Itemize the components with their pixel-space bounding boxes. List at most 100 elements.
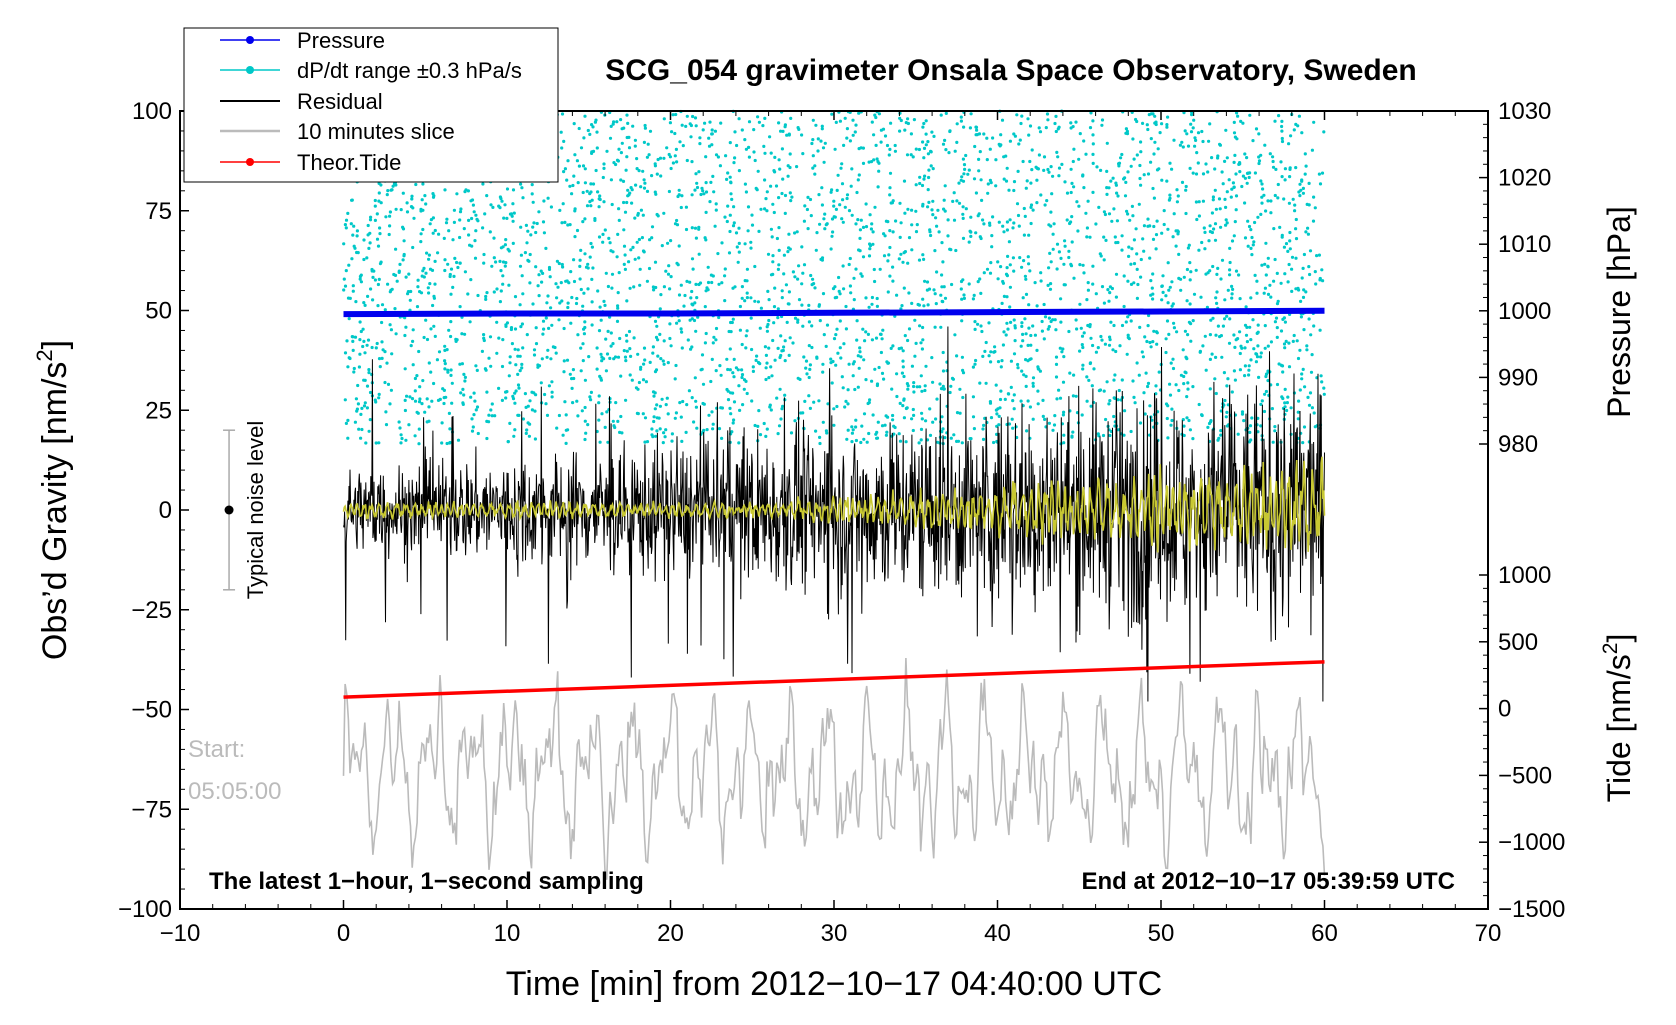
dpdt-point — [353, 420, 357, 424]
dpdt-point — [769, 227, 774, 231]
dpdt-point — [802, 263, 807, 267]
dpdt-point — [1264, 389, 1268, 394]
footer-left: The latest 1−hour, 1−second sampling — [209, 868, 644, 895]
dpdt-point — [1087, 378, 1091, 382]
dpdt-point — [1234, 208, 1238, 212]
dpdt-point — [418, 385, 422, 389]
dpdt-point — [1275, 382, 1280, 387]
dpdt-point — [1296, 417, 1300, 421]
dpdt-point — [603, 228, 607, 232]
dpdt-point — [1197, 402, 1201, 407]
dpdt-point — [813, 172, 817, 176]
dpdt-point — [1065, 218, 1069, 222]
dpdt-point — [809, 273, 813, 278]
dpdt-point — [939, 293, 943, 297]
dpdt-point — [666, 272, 671, 276]
dpdt-point — [407, 423, 411, 427]
dpdt-point — [922, 156, 926, 160]
dpdt-point — [701, 382, 706, 386]
dpdt-point — [882, 377, 886, 381]
dpdt-point — [855, 319, 859, 323]
dpdt-point — [911, 407, 915, 412]
dpdt-point — [858, 228, 863, 232]
dpdt-point — [1171, 357, 1175, 361]
dpdt-point — [547, 384, 552, 388]
dpdt-point — [447, 328, 451, 332]
dpdt-point — [630, 378, 634, 382]
dpdt-point — [1118, 344, 1122, 348]
dpdt-point — [388, 214, 392, 218]
dpdt-point — [742, 378, 747, 382]
dpdt-point — [978, 381, 982, 385]
dpdt-point — [972, 293, 976, 297]
dpdt-point — [525, 241, 529, 245]
dpdt-point — [1319, 374, 1323, 378]
dpdt-point — [609, 178, 614, 182]
dpdt-point — [911, 428, 915, 433]
dpdt-point — [1141, 121, 1145, 125]
dpdt-point — [932, 288, 936, 292]
dpdt-point — [1001, 343, 1006, 347]
dpdt-point — [898, 129, 902, 133]
dpdt-point — [1166, 301, 1170, 305]
dpdt-point — [891, 279, 895, 283]
dpdt-point — [875, 382, 880, 386]
dpdt-point — [662, 211, 666, 215]
dpdt-point — [830, 381, 834, 385]
dpdt-point — [883, 423, 887, 427]
dpdt-point — [1011, 226, 1015, 230]
dpdt-point — [366, 233, 370, 237]
dpdt-point — [1065, 191, 1070, 195]
dpdt-point — [620, 431, 624, 435]
dpdt-point — [639, 365, 643, 369]
dpdt-point — [1176, 194, 1180, 198]
dpdt-point — [521, 417, 526, 421]
filtered-residual-series — [342, 456, 1326, 553]
dpdt-point — [430, 268, 435, 272]
start-label: Start: — [188, 736, 245, 763]
dpdt-point — [868, 244, 873, 248]
dpdt-point — [1241, 174, 1245, 178]
dpdt-point — [1026, 255, 1030, 259]
dpdt-point — [1195, 151, 1199, 155]
dpdt-point — [542, 199, 546, 203]
dpdt-point — [876, 160, 880, 164]
dpdt-point — [888, 186, 892, 190]
dpdt-point — [735, 245, 739, 249]
dpdt-point — [1031, 376, 1036, 380]
dpdt-point — [893, 143, 897, 148]
dpdt-point — [449, 368, 453, 372]
dpdt-point — [583, 217, 587, 221]
dpdt-point — [403, 367, 407, 371]
dpdt-point — [643, 440, 647, 444]
dpdt-point — [974, 125, 979, 129]
dpdt-point — [938, 382, 942, 386]
dpdt-point — [1307, 403, 1312, 407]
dpdt-point — [516, 383, 521, 387]
dpdt-point — [605, 352, 610, 356]
dpdt-point — [460, 332, 464, 336]
dpdt-point — [564, 428, 568, 432]
dpdt-point — [1238, 330, 1242, 334]
dpdt-point — [365, 384, 370, 388]
dpdt-point — [397, 269, 401, 273]
dpdt-point — [1186, 381, 1190, 385]
dpdt-point — [1166, 227, 1170, 231]
dpdt-point — [1296, 410, 1300, 414]
dpdt-point — [1166, 436, 1170, 440]
dpdt-point — [743, 138, 747, 142]
dpdt-point — [879, 140, 883, 144]
footer-right: End at 2012−10−17 05:39:59 UTC — [1081, 868, 1455, 895]
dpdt-point — [626, 188, 630, 192]
dpdt-point — [866, 332, 871, 336]
dpdt-point — [1275, 335, 1279, 339]
dpdt-point — [1092, 367, 1096, 371]
dpdt-point — [1062, 441, 1066, 445]
dpdt-point — [417, 400, 422, 404]
dpdt-point — [375, 212, 379, 216]
dpdt-point — [593, 218, 597, 222]
dpdt-point — [1004, 179, 1009, 183]
dpdt-point — [895, 293, 899, 297]
dpdt-point — [510, 214, 514, 218]
